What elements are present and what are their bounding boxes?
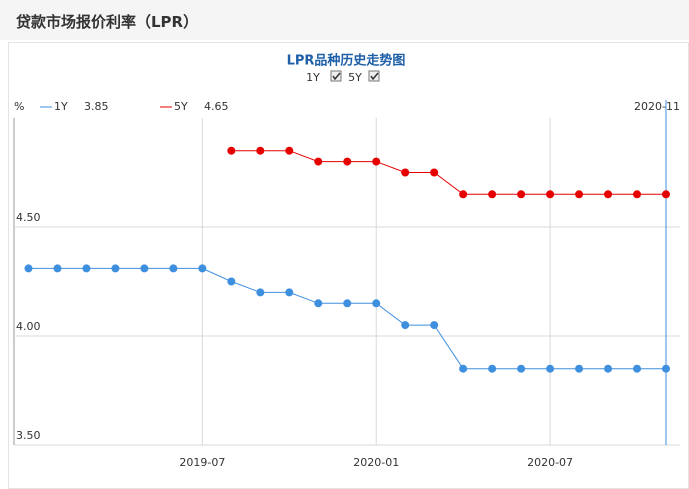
point: [401, 321, 410, 330]
point: [227, 146, 236, 155]
toggle-label[interactable]: 1Y: [306, 71, 320, 84]
point: [256, 146, 265, 155]
header: 贷款市场报价利率（LPR）: [0, 0, 689, 40]
point: [372, 157, 381, 166]
legend-value: 4.65: [204, 100, 229, 113]
point: [53, 264, 62, 273]
panel: [8, 42, 689, 489]
point: [169, 264, 178, 273]
point: [662, 190, 670, 199]
x-tick-label: 2020-01: [353, 456, 399, 469]
point: [285, 288, 294, 297]
point: [314, 299, 323, 308]
series-line: [28, 267, 666, 370]
point: [111, 264, 120, 273]
point: [430, 321, 439, 330]
y-tick-label: 4.50: [16, 211, 41, 224]
cursor-label: 2020-11: [634, 100, 680, 113]
point: [459, 364, 468, 373]
point: [604, 364, 613, 373]
point: [546, 190, 555, 199]
legend-label: 5Y: [174, 100, 188, 113]
toggle-label[interactable]: 5Y: [348, 71, 362, 84]
point: [459, 190, 468, 199]
point: [546, 364, 555, 373]
point: [488, 190, 497, 199]
point: [517, 364, 526, 373]
point: [488, 364, 497, 373]
y-tick-label: 3.50: [16, 429, 41, 442]
unit-label: %: [14, 100, 24, 113]
legend-value: 3.85: [84, 100, 109, 113]
point: [372, 299, 381, 308]
point: [517, 190, 526, 199]
series-line: [231, 150, 666, 195]
point: [343, 157, 352, 166]
point: [575, 190, 584, 199]
point: [662, 364, 670, 373]
point: [198, 264, 207, 273]
point: [604, 190, 613, 199]
point: [256, 288, 265, 297]
point: [343, 299, 352, 308]
point: [401, 168, 410, 177]
point: [575, 364, 584, 373]
checkbox[interactable]: [330, 70, 342, 82]
point: [633, 190, 642, 199]
legend-label: 1Y: [54, 100, 68, 113]
point: [82, 264, 91, 273]
x-tick-label: 2020-07: [527, 456, 573, 469]
checkbox[interactable]: [368, 70, 380, 82]
point: [227, 277, 236, 286]
point: [314, 157, 323, 166]
point: [633, 364, 642, 373]
x-tick-label: 2019-07: [179, 456, 225, 469]
header-title: 贷款市场报价利率（LPR）: [16, 13, 199, 31]
y-tick-label: 4.00: [16, 320, 41, 333]
point: [140, 264, 149, 273]
point: [430, 168, 439, 177]
point: [285, 146, 294, 155]
point: [24, 264, 33, 273]
chart-title: LPR品种历史走势图: [287, 53, 406, 69]
